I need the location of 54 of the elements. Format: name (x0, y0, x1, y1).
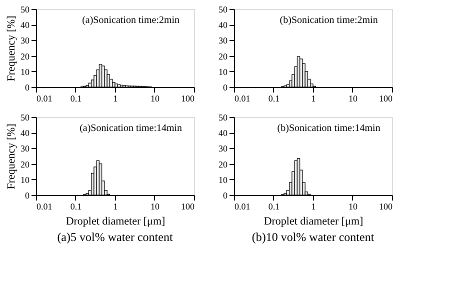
y-tick-label: 20 (218, 51, 228, 62)
x-tick-label: 10 (348, 94, 358, 104)
y-tick-label: 10 (218, 174, 228, 185)
y-tick-label: 10 (20, 174, 30, 185)
y-axis-title: Frequency [%] (6, 124, 18, 190)
y-tick-label: 30 (218, 36, 228, 46)
y-tick-label: 50 (20, 4, 30, 14)
y-tick-label: 40 (218, 20, 228, 30)
text: (a)Sonication time:2min (82, 15, 180, 26)
y-tick-label: 50 (20, 112, 30, 122)
x-tick-label: 10 (150, 202, 160, 212)
x-tick-label: 10 (348, 202, 358, 212)
x-tick-label: 0.01 (234, 94, 250, 104)
x-tick-label: 0.01 (234, 202, 250, 212)
y-tick-label: 20 (20, 159, 30, 170)
y-tick-label: 50 (218, 4, 228, 14)
y-axis-title: Frequency [%] (6, 16, 18, 82)
y-tick-label: 0 (223, 190, 228, 200)
y-tick-label: 0 (25, 82, 30, 92)
text: (b)Sonication time:2min (280, 15, 378, 26)
y-tick-label: 30 (218, 144, 228, 154)
text: (b)Sonication time:14min (277, 123, 380, 134)
y-tick-label: 0 (223, 82, 228, 92)
y-tick-label: 20 (218, 159, 228, 170)
x-tick-label: 100 (181, 202, 195, 212)
x-tick-label: 100 (181, 94, 195, 104)
text: (b)10 vol% water content (252, 230, 375, 244)
x-tick-label: 1 (311, 94, 316, 104)
x-axis-title: Droplet diameter [μm] (66, 216, 166, 228)
text: (a)Sonication time:14min (80, 123, 182, 134)
x-tick-label: 0.01 (36, 202, 52, 212)
y-tick-label: 40 (20, 128, 30, 138)
y-tick-label: 50 (218, 112, 228, 122)
y-tick-label: 40 (218, 128, 228, 138)
y-tick-label: 20 (20, 51, 30, 62)
x-tick-label: 100 (379, 202, 393, 212)
x-tick-label: 1 (113, 94, 118, 104)
text: (a)5 vol% water content (57, 230, 174, 244)
x-axis-title: Droplet diameter [μm] (264, 216, 364, 228)
y-tick-label: 40 (20, 20, 30, 30)
y-tick-label: 10 (218, 66, 228, 77)
x-tick-label: 0.1 (268, 94, 280, 104)
x-tick-label: 0.1 (70, 202, 82, 212)
y-tick-label: 10 (20, 66, 30, 77)
y-tick-label: 0 (25, 190, 30, 200)
x-tick-label: 0.1 (268, 202, 280, 212)
x-tick-label: 0.01 (36, 94, 52, 104)
x-tick-label: 100 (379, 94, 393, 104)
x-tick-label: 10 (150, 94, 160, 104)
x-tick-label: 1 (113, 202, 118, 212)
y-tick-label: 30 (20, 36, 30, 46)
y-tick-label: 30 (20, 144, 30, 154)
x-tick-label: 0.1 (70, 94, 82, 104)
x-tick-label: 1 (311, 202, 316, 212)
